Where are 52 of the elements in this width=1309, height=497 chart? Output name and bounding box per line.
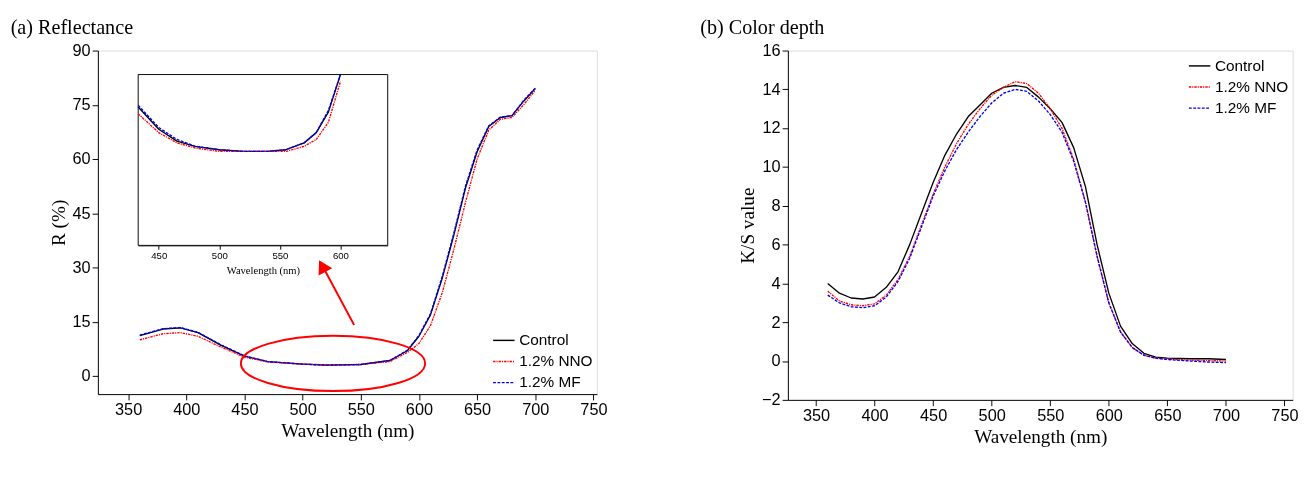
x-tick-label: 400 <box>861 405 889 424</box>
y-axis-title: R (%) <box>47 199 70 246</box>
x-tick-label: 600 <box>332 250 349 262</box>
x-tick-label: 750 <box>580 399 608 418</box>
y-tick-label: 10 <box>762 157 781 176</box>
x-tick-label: 450 <box>231 399 259 418</box>
x-tick-label: 600 <box>405 399 434 418</box>
x-tick-label: 700 <box>1212 405 1241 424</box>
y-tick-label: 0 <box>81 366 91 385</box>
x-tick-label: 550 <box>272 250 289 262</box>
y-tick-label: 6 <box>771 234 781 253</box>
x-tick-label: 500 <box>211 250 228 262</box>
x-tick-label: 550 <box>347 399 375 418</box>
legend-label: 1.2% MF <box>519 373 581 391</box>
y-tick-label: 75 <box>72 95 91 114</box>
y-tick-label: 90 <box>72 40 91 59</box>
y-tick-label: 0 <box>771 351 781 370</box>
x-tick-label: 650 <box>1154 405 1182 424</box>
x-tick-label: 500 <box>289 399 317 418</box>
legend-label: 1.2% NNO <box>519 352 593 370</box>
x-tick-label: 700 <box>522 399 550 418</box>
y-tick-label: 4 <box>771 273 781 292</box>
x-tick-label: 600 <box>1095 405 1123 424</box>
y-axis-title: K/S value <box>737 187 759 264</box>
y-tick-label: 2 <box>771 312 781 331</box>
y-tick-label: 45 <box>72 203 91 222</box>
x-tick-label: 550 <box>1037 405 1065 424</box>
y-tick-label: 12 <box>762 118 781 137</box>
chart-title: (b) Color depth <box>700 16 825 40</box>
x-tick-label: 650 <box>463 399 492 418</box>
x-tick-label: 350 <box>802 405 831 424</box>
y-tick-label: 30 <box>72 257 91 276</box>
y-tick-label: 16 <box>762 40 781 59</box>
x-axis-title: Wavelength (nm) <box>974 425 1108 448</box>
x-axis-title: Wavelength (nm) <box>226 264 301 277</box>
x-axis-title: Wavelength (nm) <box>281 419 415 442</box>
x-tick-label: 400 <box>173 399 201 418</box>
y-tick-label: −2 <box>762 390 781 409</box>
y-tick-label: 8 <box>771 196 781 215</box>
legend-label: Control <box>519 331 569 349</box>
x-tick-label: 450 <box>151 250 168 262</box>
x-tick-label: 350 <box>115 399 143 418</box>
x-tick-label: 750 <box>1271 405 1299 424</box>
y-tick-label: 15 <box>72 312 91 331</box>
chart-title: (a) Reflectance <box>10 16 134 40</box>
legend-label: Control <box>1214 56 1265 74</box>
x-tick-label: 500 <box>978 405 1006 424</box>
legend-label: 1.2% MF <box>1214 98 1277 116</box>
y-tick-label: 60 <box>72 149 91 168</box>
y-tick-label: 14 <box>762 79 781 98</box>
x-tick-label: 450 <box>920 405 948 424</box>
legend-label: 1.2% NNO <box>1214 77 1289 95</box>
